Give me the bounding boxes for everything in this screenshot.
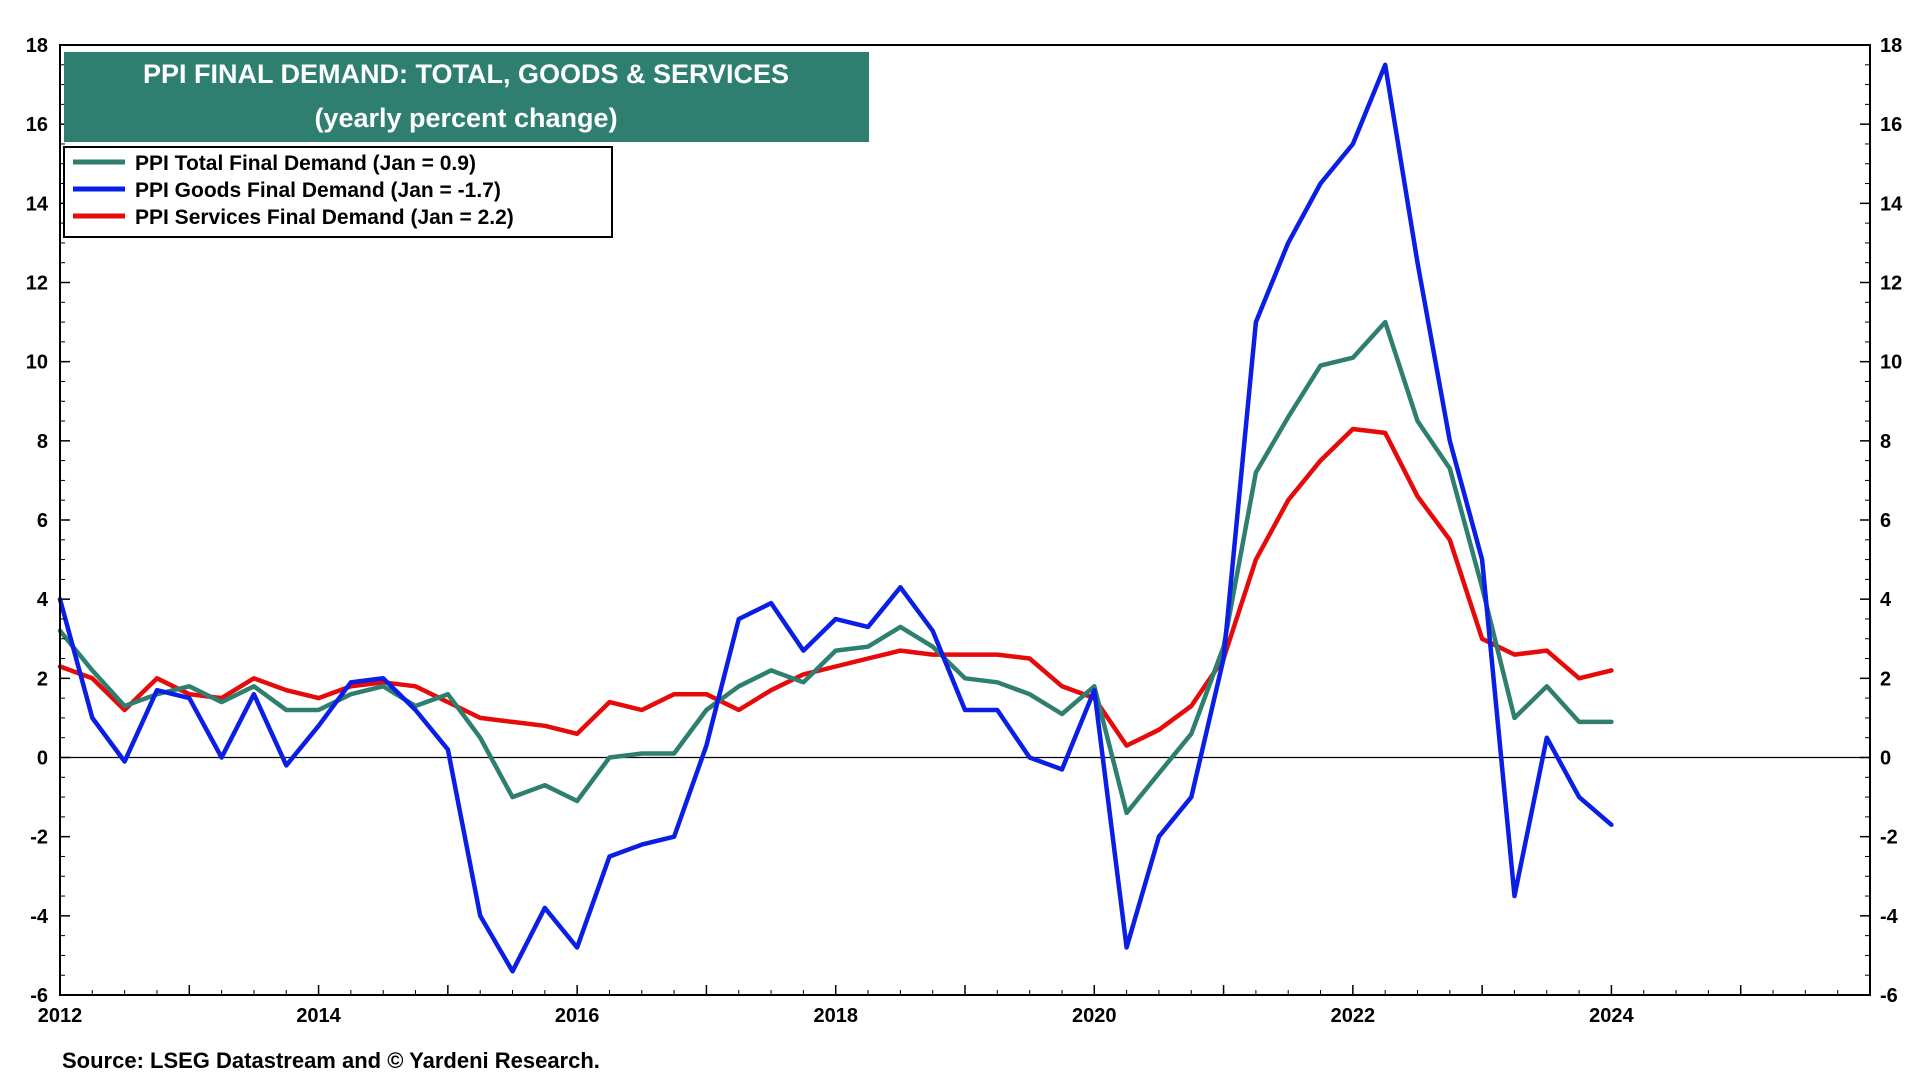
y-tick-label-left: 6	[37, 510, 48, 532]
y-tick-label-left: 0	[37, 748, 48, 770]
y-tick-label-right: 10	[1880, 352, 1902, 374]
legend: PPI Total Final Demand (Jan = 0.9) PPI G…	[63, 146, 613, 238]
y-tick-label-left: 2	[37, 668, 48, 690]
chart-title: PPI FINAL DEMAND: TOTAL, GOODS & SERVICE…	[143, 59, 789, 89]
y-tick-label-right: -2	[1880, 827, 1898, 849]
y-tick-label-left: 8	[37, 431, 48, 453]
title-background	[64, 52, 869, 142]
series-line-goods	[57, 62, 1614, 974]
x-tick-label: 2022	[1331, 1005, 1376, 1027]
y-tick-label-left: 4	[37, 589, 49, 611]
y-tick-label-right: 2	[1880, 668, 1891, 690]
y-tick-label-right: 18	[1880, 35, 1902, 57]
chart-title-box: PPI FINAL DEMAND: TOTAL, GOODS & SERVICE…	[64, 52, 869, 142]
series-line-total	[57, 319, 1614, 816]
source-note: Source: LSEG Datastream and © Yardeni Re…	[62, 1048, 600, 1073]
y-tick-label-left: -2	[30, 827, 48, 849]
y-tick-label-left: 12	[26, 273, 48, 295]
series-lines	[57, 62, 1614, 974]
x-tick-label: 2018	[813, 1005, 858, 1027]
y-tick-label-right: 14	[1880, 193, 1903, 215]
y-tick-label-left: -6	[30, 985, 48, 1007]
y-tick-label-right: 6	[1880, 510, 1891, 532]
y-tick-label-left: 14	[26, 193, 49, 215]
y-tick-label-right: -6	[1880, 985, 1898, 1007]
x-tick-label: 2014	[296, 1005, 341, 1027]
x-tick-label: 2020	[1072, 1005, 1117, 1027]
chart-subtitle: (yearly percent change)	[314, 103, 617, 133]
y-tick-label-right: 8	[1880, 431, 1891, 453]
x-tick-label: 2024	[1589, 1005, 1634, 1027]
x-tick-label: 2012	[38, 1005, 83, 1027]
legend-label-goods: PPI Goods Final Demand (Jan = -1.7)	[135, 179, 501, 202]
y-tick-label-left: -4	[30, 906, 49, 928]
y-tick-label-right: -4	[1880, 906, 1899, 928]
y-tick-label-right: 4	[1880, 589, 1892, 611]
y-tick-label-left: 10	[26, 352, 48, 374]
legend-label-services: PPI Services Final Demand (Jan = 2.2)	[135, 206, 514, 229]
y-tick-label-right: 16	[1880, 114, 1902, 136]
y-tick-label-left: 18	[26, 35, 48, 57]
y-tick-label-right: 12	[1880, 273, 1902, 295]
y-tick-label-left: 16	[26, 114, 48, 136]
x-tick-label: 2016	[555, 1005, 600, 1027]
legend-box	[63, 146, 613, 238]
series-line-services	[57, 426, 1614, 748]
y-tick-label-right: 0	[1880, 748, 1891, 770]
legend-label-total: PPI Total Final Demand (Jan = 0.9)	[135, 152, 476, 175]
